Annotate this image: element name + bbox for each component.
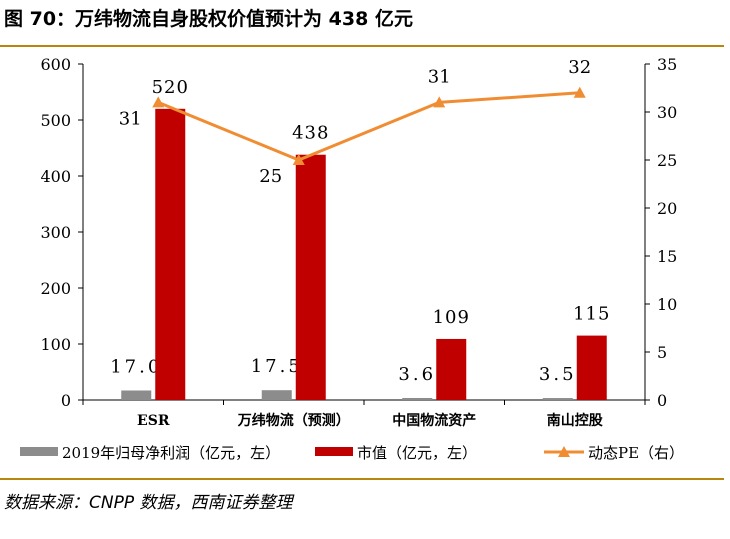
legend-swatch-market-cap: [315, 447, 353, 456]
category-label: ESR: [137, 413, 170, 429]
profit-bar: [121, 390, 152, 400]
right-tick-label: 25: [657, 151, 677, 170]
figure-title: 图 70：万纬物流自身股权价值预计为 438 亿元: [4, 8, 413, 30]
pe-data-label: 25: [259, 166, 282, 187]
title-rule: [0, 45, 724, 47]
right-tick-label: 20: [657, 199, 677, 218]
legend-label-pe: 动态PE（右）: [588, 444, 684, 462]
profit-data-label: 3.5: [539, 364, 577, 385]
left-tick-label: 500: [40, 111, 71, 130]
legend-swatch-profit: [20, 447, 58, 456]
legend-label-profit: 2019年归母净利润（亿元，左）: [62, 444, 280, 462]
market-cap-data-label: 109: [433, 307, 470, 328]
pe-marker: [152, 96, 165, 108]
pe-data-label: 32: [568, 57, 591, 78]
profit-bar: [542, 398, 573, 400]
left-tick-label: 600: [40, 55, 71, 74]
legend-marker-pe: [558, 446, 570, 457]
pe-data-label: 31: [119, 108, 142, 129]
pe-marker: [573, 86, 586, 98]
profit-bar: [402, 397, 433, 400]
market-cap-bar: [576, 335, 607, 400]
category-label: 万纬物流（预测）: [237, 412, 350, 429]
profit-data-label: 3.6: [398, 364, 436, 385]
right-tick-label: 5: [657, 343, 667, 362]
profit-data-label: 17.0: [110, 356, 162, 377]
category-label: 南山控股: [547, 412, 604, 429]
pe-data-label: 31: [428, 66, 451, 87]
source-note: 数据来源：CNPP 数据，西南证券整理: [4, 493, 293, 513]
pe-marker: [292, 154, 305, 165]
profit-bar: [261, 390, 292, 400]
right-tick-label: 30: [657, 103, 677, 122]
right-tick-label: 10: [657, 295, 677, 314]
market-cap-data-label: 438: [292, 123, 329, 144]
market-cap-data-label: 115: [573, 304, 610, 325]
right-tick-label: 0: [657, 391, 667, 410]
market-cap-bar: [295, 154, 326, 400]
left-tick-label: 200: [40, 279, 71, 298]
left-tick-label: 300: [40, 223, 71, 242]
market-cap-data-label: 520: [152, 77, 189, 98]
market-cap-bar: [155, 108, 186, 401]
left-tick-label: 400: [40, 167, 71, 186]
source-rule: [0, 478, 724, 480]
left-tick-label: 0: [61, 391, 71, 410]
market-cap-bar: [436, 338, 467, 400]
profit-data-label: 17.5: [251, 356, 303, 377]
right-tick-label: 15: [657, 247, 677, 266]
legend-label-market-cap: 市值（亿元，左）: [357, 444, 477, 462]
pe-line: [157, 91, 580, 162]
category-label: 中国物流资产: [392, 412, 476, 429]
right-tick-label: 35: [657, 55, 677, 74]
pe-marker: [433, 96, 446, 108]
left-tick-label: 100: [40, 335, 71, 354]
